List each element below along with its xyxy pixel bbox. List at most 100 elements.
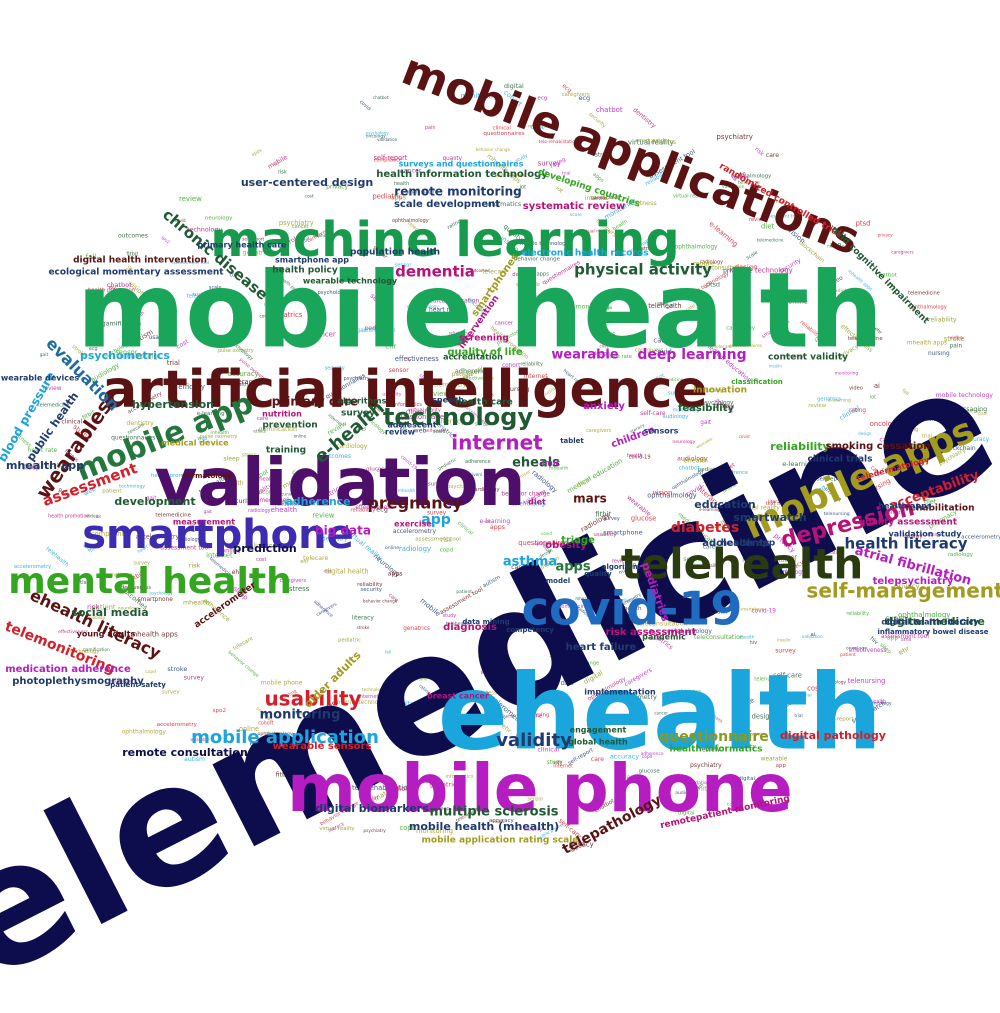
- small-word: covid: [292, 468, 311, 476]
- small-word: monitoring: [835, 371, 859, 377]
- small-word: accelerometry: [14, 564, 51, 570]
- small-word: mhealth: [183, 598, 209, 606]
- word-dementia: dementia: [395, 263, 475, 281]
- small-word: rating: [849, 408, 866, 414]
- word-tablet: tablet: [560, 437, 584, 445]
- small-word: gait: [146, 496, 157, 502]
- small-word: informatics: [393, 402, 422, 408]
- small-word: digital: [678, 811, 694, 817]
- small-word: ai: [810, 632, 815, 638]
- small-word: stroke: [357, 625, 370, 630]
- small-word: mhealth: [210, 430, 229, 436]
- small-word: cancer: [400, 168, 422, 175]
- word-inflammatory-bowel-disease: inflammatory bowel disease: [877, 628, 988, 636]
- small-word: health: [394, 181, 409, 187]
- small-word: internet: [553, 763, 573, 769]
- small-word: questionnaires: [518, 539, 568, 547]
- word-global-health: global health: [568, 738, 628, 747]
- word-education: education: [694, 498, 756, 511]
- word-adolescents: adolescents: [702, 538, 770, 549]
- small-word: apps: [536, 272, 549, 278]
- small-word: covid: [541, 531, 552, 536]
- small-word: tele-rehabilitation: [539, 139, 578, 145]
- small-word: design: [649, 636, 663, 641]
- small-word: health promotion: [742, 557, 796, 564]
- small-word: study: [547, 760, 563, 766]
- small-word: ophthalmology: [667, 628, 712, 635]
- small-word: radiology: [833, 288, 855, 294]
- small-word: efficacy: [178, 383, 205, 391]
- small-word: pain: [693, 782, 705, 793]
- small-word: trial: [167, 359, 180, 367]
- small-word: privacy: [326, 183, 348, 190]
- word-eheals: eheals: [512, 456, 560, 471]
- small-word: psychology: [366, 130, 390, 135]
- word-prediction: prediction: [233, 542, 296, 555]
- small-word: cost: [256, 557, 266, 563]
- small-word: cohort: [258, 721, 274, 727]
- small-word: covid: [739, 434, 750, 439]
- small-word: sleep: [223, 456, 239, 463]
- word-multiple-sclerosis: multiple sclerosis: [429, 805, 558, 820]
- small-word: pain: [950, 344, 963, 350]
- small-word: spo2: [160, 234, 171, 244]
- small-word: smart watch: [636, 138, 667, 144]
- small-word: psychology: [149, 590, 173, 595]
- word-digital-health-literacy: digital health literacy: [881, 618, 979, 627]
- small-word: care: [703, 544, 716, 550]
- small-word: cancer: [654, 710, 668, 715]
- small-word: quality: [492, 656, 507, 662]
- word-questionnaire: questionnaire: [659, 729, 769, 745]
- small-word: fitbit: [541, 544, 553, 555]
- small-word: online: [414, 677, 427, 682]
- word-apps: apps: [555, 560, 590, 575]
- word-development: development: [114, 495, 195, 508]
- small-word: survey: [775, 647, 796, 654]
- small-word: fall: [86, 253, 97, 261]
- small-word: video: [601, 305, 613, 310]
- small-word: reliability: [449, 331, 469, 337]
- small-word: apps: [591, 171, 605, 184]
- small-word: e-learning: [479, 518, 510, 525]
- small-word: clinical: [318, 708, 340, 715]
- word-quality: quality: [584, 570, 612, 578]
- small-word: e-learning: [197, 411, 225, 417]
- small-word: privacy: [723, 269, 745, 275]
- small-word: review: [312, 512, 334, 520]
- small-word: validation: [722, 184, 745, 190]
- word-wearable-technology: wearable technology: [303, 277, 398, 286]
- small-word: ethics: [598, 332, 615, 338]
- small-word: trial: [663, 549, 674, 555]
- word-innovation: innovation: [693, 386, 747, 396]
- word-wearable: wearable: [551, 348, 619, 363]
- small-words-layer: technologysmsclinicalmobilegaitcohortlit…: [14, 82, 1000, 854]
- small-word: accelerometry: [393, 528, 437, 535]
- small-word: privacy: [894, 583, 920, 591]
- small-word: survey: [886, 614, 909, 622]
- word-diabetes: diabetes: [671, 520, 739, 536]
- small-word: cardiology: [336, 443, 368, 450]
- small-word: wearable: [516, 282, 540, 288]
- small-word: behavior change: [556, 660, 599, 666]
- word-systematic-review: systematic review: [523, 201, 625, 212]
- small-word: virtual reality: [691, 563, 719, 568]
- word-psychometrics: psychometrics: [80, 349, 170, 362]
- small-word: risk: [189, 561, 201, 569]
- small-word: web: [553, 760, 562, 766]
- word-adolescent: adolescent: [387, 421, 436, 430]
- small-word: care: [782, 701, 793, 711]
- word-anxiety: anxiety: [583, 401, 625, 412]
- word-remote-consultation: remote consultation: [122, 746, 248, 759]
- small-word: virtual reality: [628, 138, 674, 146]
- small-word: cost: [371, 403, 383, 414]
- word-mars: mars: [573, 492, 607, 506]
- small-word: outcomes: [470, 268, 490, 273]
- small-word: neurology: [118, 605, 140, 611]
- small-word: fitbit: [276, 771, 291, 778]
- small-word: efficacy: [826, 445, 852, 453]
- small-word: gamification: [258, 426, 296, 433]
- word-health-apps: health apps: [878, 502, 931, 511]
- word-social-media: social media: [71, 606, 148, 619]
- small-word: cost: [807, 685, 822, 693]
- word-lmic: lmic: [542, 459, 561, 468]
